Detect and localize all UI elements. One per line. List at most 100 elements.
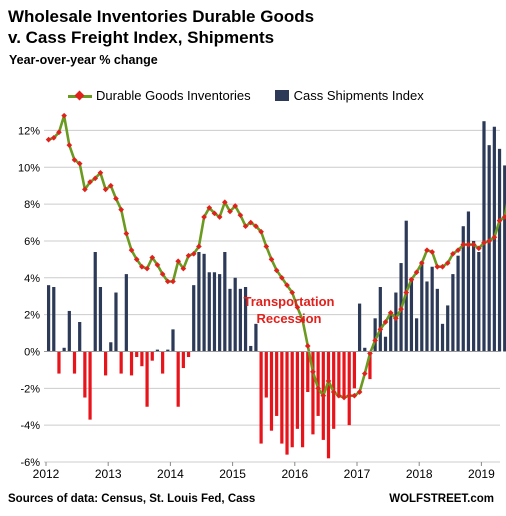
line-point: [232, 203, 239, 209]
line-point: [107, 182, 114, 189]
y-tick-label: 12%: [18, 125, 40, 137]
line-point: [455, 247, 461, 253]
bar: [145, 351, 149, 407]
bar: [52, 287, 56, 352]
line-point: [439, 263, 446, 270]
bar: [446, 305, 450, 352]
x-tick-label: 2019: [468, 467, 495, 481]
line-point: [325, 378, 332, 384]
bar: [368, 351, 372, 380]
bar: [171, 329, 175, 352]
bar: [119, 351, 123, 374]
bar: [337, 351, 341, 398]
bar: [373, 318, 377, 352]
line-point: [159, 271, 166, 277]
bar: [425, 281, 429, 352]
bar: [290, 351, 294, 448]
source-note: Sources of data: Census, St. Louis Fed, …: [8, 493, 256, 505]
y-tick-label: -6%: [20, 457, 40, 469]
line-point: [481, 239, 487, 246]
bar: [135, 351, 139, 357]
bar: [394, 292, 398, 352]
line-point: [351, 392, 358, 399]
bar: [249, 345, 253, 352]
bar: [295, 351, 299, 429]
line-point: [279, 274, 285, 281]
legend-line-label: Durable Goods Inventories: [96, 88, 251, 103]
annotation-recession: Recession: [256, 311, 321, 326]
line-point: [475, 245, 482, 252]
line-point: [294, 304, 301, 311]
bar: [347, 351, 351, 426]
bar: [404, 220, 408, 352]
cass-shipments-bars: [46, 121, 506, 459]
bar: [233, 277, 237, 352]
bar: [311, 351, 315, 435]
line-point: [434, 263, 441, 270]
line-point: [175, 258, 182, 265]
line-point: [429, 249, 435, 255]
line-point: [206, 204, 213, 211]
bar: [300, 351, 305, 448]
bar: [161, 351, 165, 374]
line-point: [372, 337, 378, 344]
line-point: [113, 195, 119, 202]
line-point: [216, 214, 223, 220]
bar: [93, 252, 97, 352]
line-point: [310, 368, 316, 375]
y-tick-label: 4%: [24, 273, 40, 285]
line-point: [284, 282, 290, 288]
bar: [342, 351, 346, 398]
line-point: [268, 256, 275, 263]
line-point: [61, 112, 67, 119]
line-point: [76, 160, 83, 167]
bar: [62, 347, 66, 352]
y-tick-label: -2%: [20, 383, 40, 395]
bar: [166, 349, 170, 352]
y-tick-label: 0%: [24, 346, 40, 358]
line-point: [144, 265, 150, 272]
bar: [83, 351, 87, 398]
line-point: [393, 315, 399, 322]
bar: [176, 351, 180, 407]
line-point: [320, 392, 327, 399]
line-point: [408, 276, 415, 283]
bar: [223, 252, 227, 352]
x-tick-label: 2017: [344, 467, 371, 481]
bar: [202, 253, 206, 352]
bar: [150, 351, 154, 361]
annotation-transportation: Transportation: [243, 294, 334, 309]
line-point: [486, 238, 493, 244]
bar: [477, 252, 481, 352]
title-line-2: v. Cass Freight Index, Shipments: [8, 28, 275, 47]
bar: [363, 347, 367, 352]
line-point: [382, 319, 389, 325]
line-point: [403, 289, 410, 296]
line-point: [418, 260, 425, 266]
bar: [254, 323, 258, 352]
brand-label: WOLFSTREET.com: [389, 493, 494, 505]
line-point: [71, 157, 78, 163]
line-point: [201, 214, 207, 220]
line-point: [450, 251, 456, 257]
title-line-1: Wholesale Inventories Durable Goods: [8, 7, 315, 26]
bar: [192, 285, 196, 352]
line-point: [289, 289, 296, 296]
y-tick-label: -4%: [20, 420, 40, 432]
line-marker-icon: [68, 91, 92, 101]
y-tick-label: 8%: [24, 199, 40, 211]
bar: [181, 351, 185, 369]
line-point: [460, 241, 467, 248]
line-point: [185, 252, 192, 259]
bar: [503, 165, 506, 352]
line-point: [221, 199, 228, 206]
bar: [306, 351, 310, 392]
line-point: [496, 217, 503, 224]
line-point: [247, 219, 254, 226]
line-point: [211, 210, 218, 217]
bar: [435, 288, 439, 352]
line-path: [48, 114, 506, 399]
line-point: [227, 208, 233, 215]
bar: [129, 351, 134, 376]
